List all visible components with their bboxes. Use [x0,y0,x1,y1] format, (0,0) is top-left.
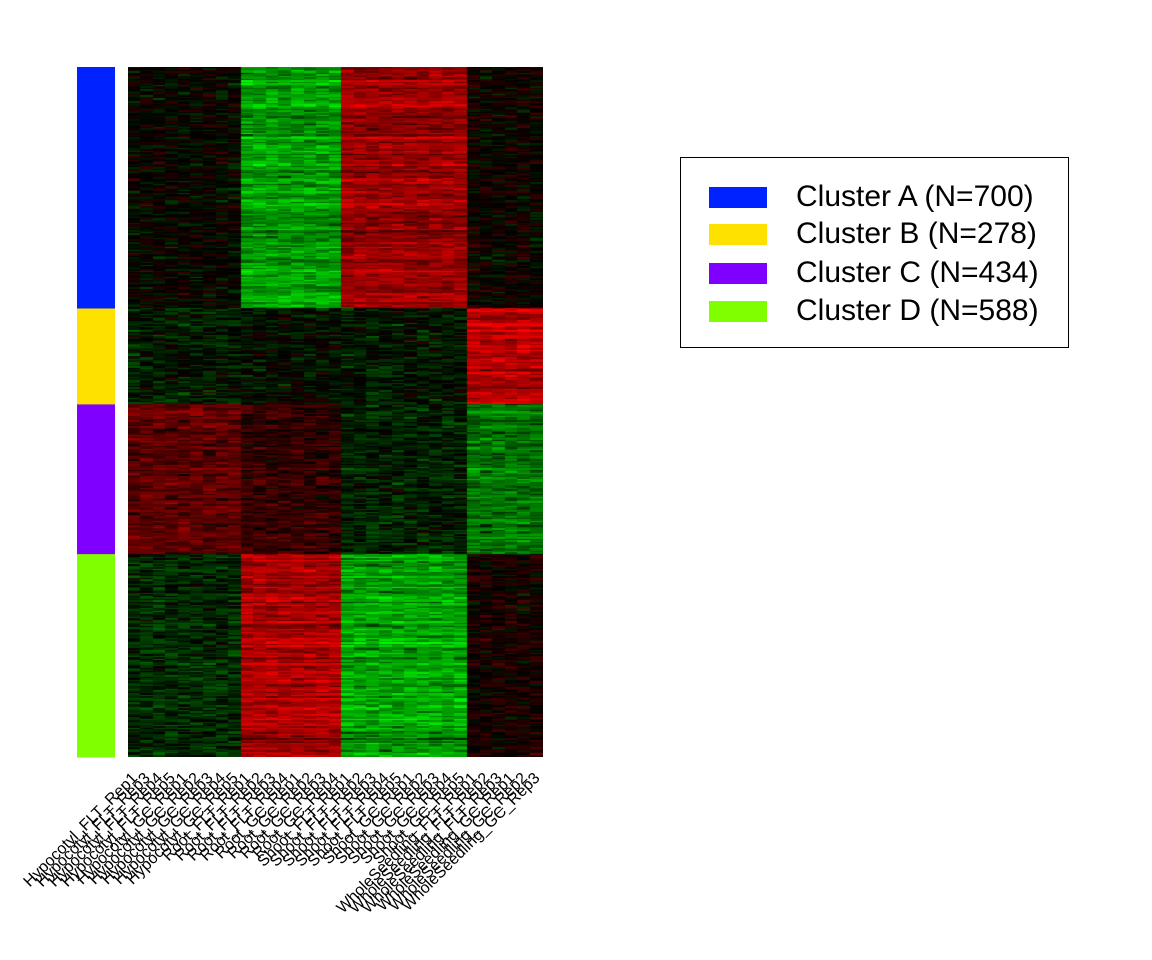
cluster-bar-segment-c [77,404,115,555]
legend-label: Cluster B (N=278) [796,217,1037,250]
legend: Cluster A (N=700) Cluster B (N=278) Clus… [680,157,1069,348]
legend-swatch-cluster-a [709,186,767,208]
legend-item-cluster-d: Cluster D (N=588) [709,292,1039,330]
legend-label: Cluster C (N=434) [796,256,1039,289]
legend-swatch-cluster-b [709,223,767,245]
cluster-side-bar [77,67,115,758]
legend-swatch-cluster-d [709,300,767,322]
legend-item-cluster-c: Cluster C (N=434) [709,254,1039,292]
legend-label: Cluster D (N=588) [796,294,1039,327]
cluster-bar-segment-b [77,308,115,405]
heatmap-cells [128,67,543,757]
legend-swatch-cluster-c [709,262,767,284]
column-labels: Hypocotyl_FLT_Rep1Hypocotyl_FLT_Rep3Hypo… [21,770,544,917]
legend-label: Cluster A (N=700) [796,180,1034,213]
cluster-bar-segment-a [77,67,115,309]
cluster-bar-segment-d [77,554,115,758]
legend-item-cluster-b: Cluster B (N=278) [709,215,1037,253]
heatmap-grid [128,67,543,757]
legend-item-cluster-a: Cluster A (N=700) [709,178,1034,216]
